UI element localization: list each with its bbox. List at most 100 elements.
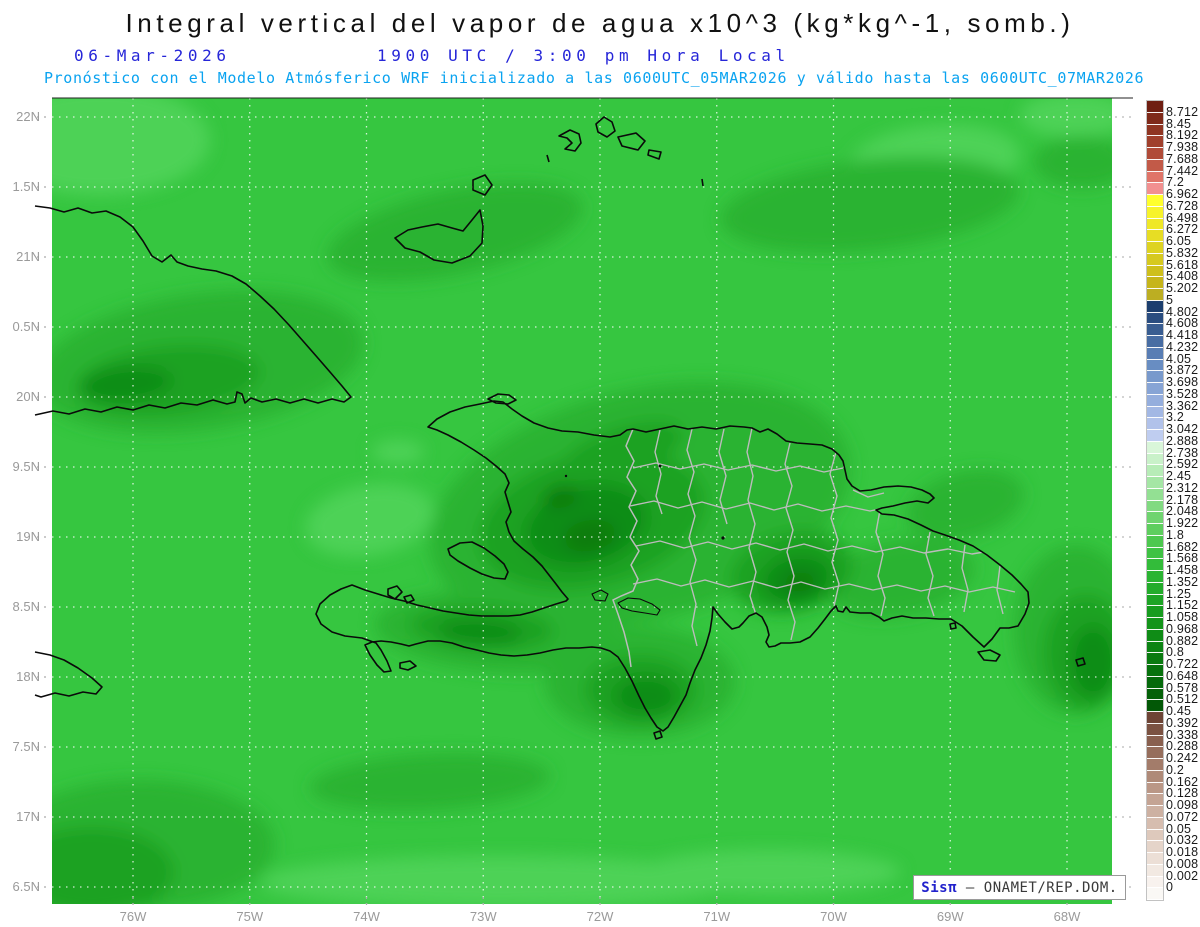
colorbar-cell (1147, 794, 1163, 806)
colorbar-label-1.152: 1.152 (1166, 598, 1199, 613)
colorbar-label-2.888: 2.888 (1166, 433, 1199, 448)
colorbar-cell (1147, 559, 1163, 571)
colorbar-cell (1147, 465, 1163, 477)
lat-label-7.5N: 7.5N (12, 739, 40, 754)
colorbar-label-5: 5 (1166, 292, 1174, 307)
colorbar-label-0.578: 0.578 (1166, 680, 1199, 695)
cay-dash-2 (701, 178, 704, 187)
small-cay-island (472, 174, 493, 196)
colorbar-label-0.018: 0.018 (1166, 845, 1199, 859)
colorbar-label-0.338: 0.338 (1166, 727, 1199, 742)
colorbar-cell (1147, 676, 1163, 689)
attribution-box: Sisπ – ONAMET/REP.DOM. (913, 875, 1126, 900)
colorbar-cell (1147, 888, 1163, 900)
ile-a-vache-island (399, 660, 417, 671)
colorbar-cell (1147, 571, 1163, 583)
lon-label-73W: 73W (469, 909, 497, 924)
colorbar-label-1.058: 1.058 (1166, 610, 1199, 624)
colorbar-cell (1147, 230, 1163, 242)
colorbar-cell (1147, 124, 1163, 137)
colorbar-label-7.2: 7.2 (1166, 175, 1184, 190)
little-inagua-island (595, 116, 616, 138)
colorbar-label-2.178: 2.178 (1166, 492, 1199, 507)
run-date: 06-Mar-2026 (74, 46, 231, 65)
bahamas-bank-island (394, 209, 484, 264)
colorbar-cell (1147, 253, 1163, 266)
colorbar-label-0.722: 0.722 (1166, 657, 1199, 671)
colorbar-label-2.048: 2.048 (1166, 504, 1199, 519)
saona-island (977, 649, 1001, 662)
header-datetime-row: 06-Mar-2026 1900 UTC / 3:00 pm Hora Loca… (0, 46, 1200, 66)
colorbar-label-4.05: 4.05 (1166, 351, 1192, 366)
lat-label-21N: 21N (16, 249, 40, 264)
colorbar-cell (1147, 277, 1163, 289)
lon-label-68W: 68W (1053, 909, 1081, 924)
colorbar-cell (1147, 841, 1163, 853)
lon-label-74W: 74W (353, 909, 380, 924)
colorbar-label-2.45: 2.45 (1166, 469, 1192, 483)
colorbar-label-0.072: 0.072 (1166, 809, 1199, 824)
colorbar-label-6.272: 6.272 (1166, 222, 1199, 237)
lon-label-69W: 69W (936, 909, 964, 924)
colorbar-cell (1147, 782, 1163, 795)
colorbar-label-4.802: 4.802 (1166, 304, 1199, 319)
colorbar-cell (1147, 770, 1163, 783)
gonave-island (447, 541, 509, 580)
cuba-coastline (34, 205, 352, 416)
colorbar-cell (1147, 101, 1163, 113)
colorbar-label-3.2: 3.2 (1166, 410, 1184, 425)
lat-label-8.5N: 8.5N (12, 599, 40, 614)
colorbar-cell (1147, 359, 1163, 372)
cayemites-islet (403, 594, 415, 604)
colorbar-label-0.392: 0.392 (1166, 715, 1199, 730)
colorbar-cell (1147, 876, 1163, 889)
colorbar-label-1.458: 1.458 (1166, 563, 1199, 577)
colorbar-label-6.498: 6.498 (1166, 210, 1199, 225)
hispaniola-coastline (315, 400, 1030, 732)
colorbar-cell (1147, 700, 1163, 712)
colorbar-label-3.872: 3.872 (1166, 363, 1199, 378)
colorbar-cell (1147, 477, 1163, 489)
lon-label-71W: 71W (703, 909, 731, 924)
colorbar-cell (1147, 629, 1163, 642)
colorbar-cell (1147, 641, 1163, 654)
sispi-logo: Sisπ (921, 879, 957, 896)
colorbar-label-1.352: 1.352 (1166, 574, 1199, 589)
colorbar-cell (1147, 512, 1163, 524)
colorbar-label-2.738: 2.738 (1166, 445, 1199, 460)
lake-enriquillo (617, 597, 661, 616)
colorbar-cell (1147, 136, 1163, 148)
colorbar-cell (1147, 171, 1163, 184)
colorbar-cell (1147, 394, 1163, 407)
colorbar-label-0.032: 0.032 (1166, 833, 1199, 848)
colorbar-cell (1147, 759, 1163, 771)
colorbar-cell (1147, 324, 1163, 336)
colorbar-cell (1147, 594, 1163, 607)
catalina-island (949, 622, 957, 630)
colorbar-cell (1147, 500, 1163, 513)
colorbar-cell (1147, 817, 1163, 830)
colorbar-cell (1147, 535, 1163, 548)
great-inagua-island (558, 129, 582, 152)
colorbar-label-5.408: 5.408 (1166, 269, 1199, 284)
graticule (52, 98, 1133, 904)
attribution-text: – ONAMET/REP.DOM. (957, 879, 1118, 896)
page-title: Integral vertical del vapor de agua x10^… (125, 8, 1075, 38)
colorbar-label-0.05: 0.05 (1166, 821, 1192, 836)
colorbar-label-0.008: 0.008 (1166, 856, 1199, 871)
colorbar-cell (1147, 441, 1163, 454)
turks-islands (617, 132, 646, 151)
colorbar-label-5.202: 5.202 (1166, 281, 1199, 295)
colorbar-label-2.312: 2.312 (1166, 480, 1199, 495)
lat-label-1.5N: 1.5N (12, 179, 40, 194)
colorbar-label-1.922: 1.922 (1166, 516, 1199, 530)
colorbar-label-3.698: 3.698 (1166, 375, 1199, 389)
jamaica-coastline (34, 651, 103, 698)
lon-label-76W: 76W (119, 909, 147, 924)
colorbar-cell (1147, 418, 1163, 430)
province-borders (629, 427, 1019, 647)
colorbar-cell (1147, 347, 1163, 360)
colorbar-label-2.592: 2.592 (1166, 457, 1199, 472)
colorbar-cell (1147, 206, 1163, 219)
colorbar-label-1.568: 1.568 (1166, 551, 1199, 566)
